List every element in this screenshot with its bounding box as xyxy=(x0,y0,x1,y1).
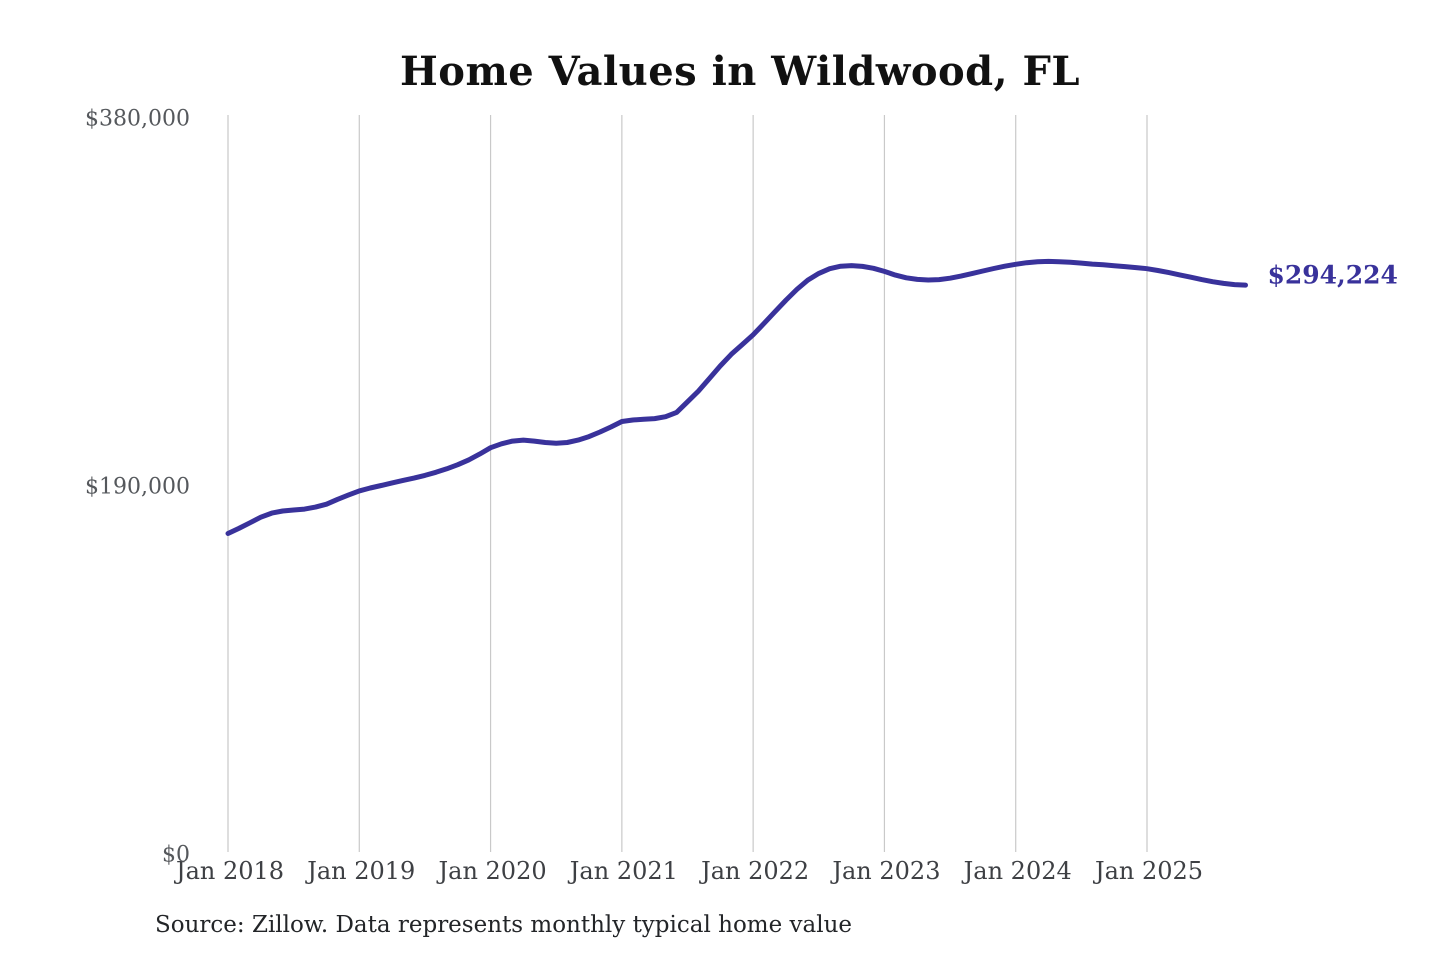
y-tick-label: $0 xyxy=(162,842,190,868)
x-tick-label: Jan 2018 xyxy=(175,857,285,885)
x-tick-label: Jan 2020 xyxy=(438,857,547,885)
home-value-line xyxy=(225,258,1248,536)
x-tick-label: Jan 2025 xyxy=(1094,857,1204,885)
source-note: Source: Zillow. Data represents monthly … xyxy=(155,912,853,938)
x-tick-label: Jan 2021 xyxy=(569,857,678,885)
y-tick-label: $190,000 xyxy=(85,474,190,500)
x-tick-label: Jan 2023 xyxy=(832,857,941,885)
latest-value-label: $294,224 xyxy=(1267,260,1398,290)
gridlines-group xyxy=(227,115,1148,852)
y-tick-label: $380,000 xyxy=(85,106,190,132)
x-tick-label: Jan 2019 xyxy=(307,857,416,885)
x-tick-label: Jan 2022 xyxy=(701,857,810,885)
chart-title: Home Values in Wildwood, FL xyxy=(399,48,1081,95)
x-tick-label: Jan 2024 xyxy=(963,857,1072,885)
